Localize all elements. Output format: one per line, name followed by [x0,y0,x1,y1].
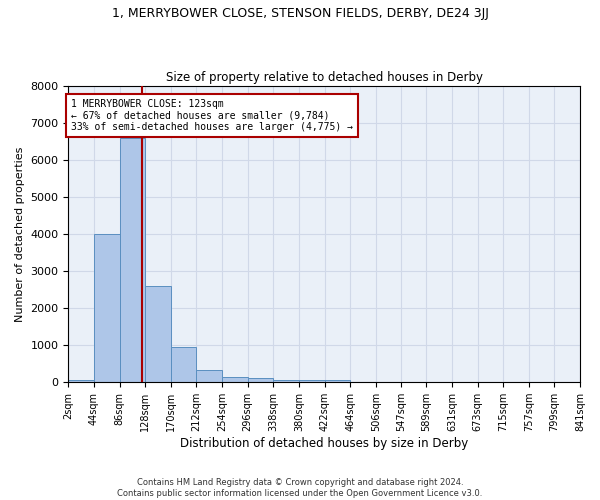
Bar [299,380,325,382]
Text: 1, MERRYBOWER CLOSE, STENSON FIELDS, DERBY, DE24 3JJ: 1, MERRYBOWER CLOSE, STENSON FIELDS, DER… [112,8,488,20]
Bar [325,380,350,382]
Bar [222,378,248,382]
Bar [196,370,222,382]
Text: 1 MERRYBOWER CLOSE: 123sqm
← 67% of detached houses are smaller (9,784)
33% of s: 1 MERRYBOWER CLOSE: 123sqm ← 67% of deta… [71,99,353,132]
Bar [273,380,299,382]
Bar [145,286,171,382]
Y-axis label: Number of detached properties: Number of detached properties [15,146,25,322]
Bar [171,346,196,382]
Bar [119,138,145,382]
Bar [68,380,94,382]
X-axis label: Distribution of detached houses by size in Derby: Distribution of detached houses by size … [180,437,469,450]
Bar [94,234,119,382]
Text: Contains HM Land Registry data © Crown copyright and database right 2024.
Contai: Contains HM Land Registry data © Crown c… [118,478,482,498]
Bar [248,378,273,382]
Title: Size of property relative to detached houses in Derby: Size of property relative to detached ho… [166,70,483,84]
